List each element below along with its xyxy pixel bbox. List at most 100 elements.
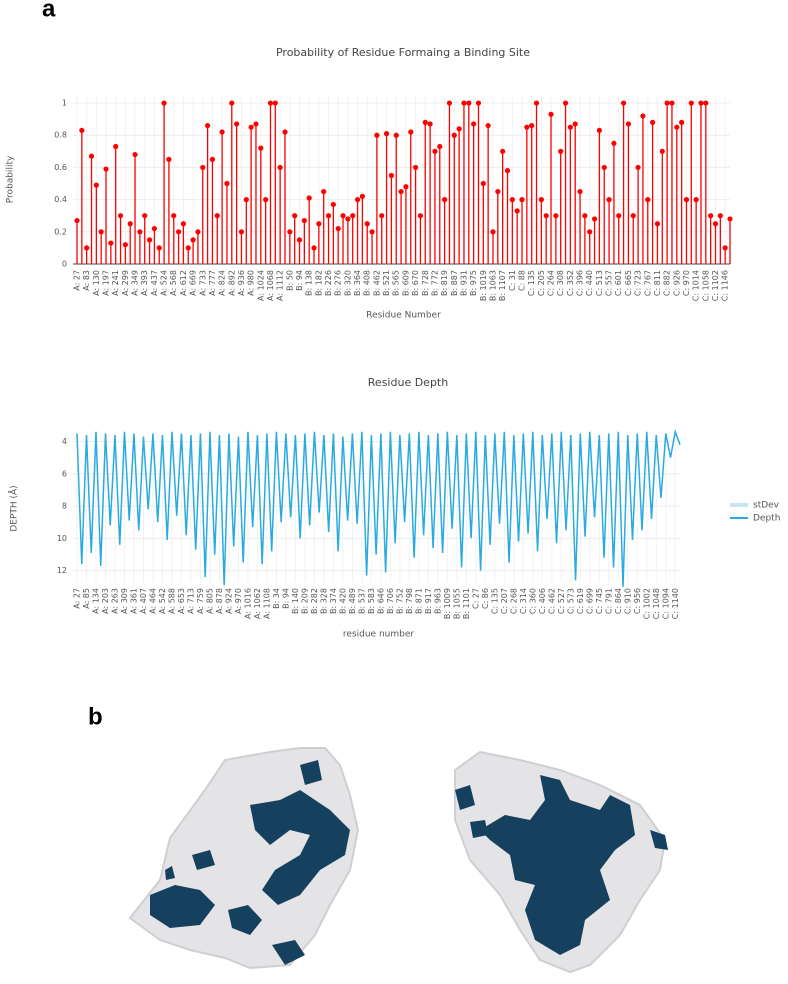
x-tick-label: A: 197 bbox=[102, 270, 111, 296]
x-axis-label: Residue Number bbox=[366, 311, 441, 321]
x-tick-label: B: 752 bbox=[395, 588, 404, 614]
point bbox=[113, 143, 119, 150]
x-tick-label: A: 524 bbox=[160, 270, 169, 296]
point bbox=[529, 122, 535, 129]
point bbox=[442, 197, 448, 203]
point bbox=[485, 122, 491, 129]
y-tick-label: 1 bbox=[62, 99, 67, 108]
x-tick-label: C: 699 bbox=[585, 588, 594, 614]
point bbox=[533, 100, 540, 106]
point bbox=[674, 124, 680, 130]
x-tick-label: B: 772 bbox=[430, 270, 439, 296]
point bbox=[514, 208, 520, 214]
point bbox=[214, 213, 220, 219]
point bbox=[311, 245, 317, 251]
point bbox=[161, 100, 167, 106]
point bbox=[500, 148, 506, 154]
x-tick-label: C: 88 bbox=[518, 270, 527, 291]
point bbox=[616, 213, 622, 219]
y-axis-label: DEPTH (Å) bbox=[8, 485, 20, 531]
point bbox=[553, 213, 559, 219]
x-tick-label: C: 956 bbox=[633, 588, 642, 614]
point bbox=[451, 132, 457, 138]
x-tick-label: B: 282 bbox=[310, 588, 319, 614]
x-tick-label: B: 931 bbox=[459, 270, 468, 296]
x-tick-label: B: 963 bbox=[433, 588, 442, 614]
x-tick-label: C: 527 bbox=[557, 588, 566, 614]
x-tick-label: B: 917 bbox=[424, 588, 433, 614]
point bbox=[277, 164, 283, 171]
y-tick-label: 0.6 bbox=[54, 163, 67, 172]
x-tick-label: C: 1140 bbox=[671, 588, 680, 619]
point bbox=[562, 100, 569, 106]
point bbox=[374, 132, 380, 138]
point bbox=[587, 229, 593, 235]
point bbox=[558, 148, 564, 154]
point bbox=[229, 100, 235, 106]
y-axis-label: Probability bbox=[6, 155, 16, 203]
x-tick-label: B: 609 bbox=[401, 270, 410, 296]
point bbox=[466, 100, 472, 106]
x-tick-label: A: 733 bbox=[198, 270, 207, 296]
x-tick-label: C: 135 bbox=[490, 588, 499, 614]
point bbox=[142, 213, 148, 219]
point bbox=[683, 197, 690, 203]
x-tick-label: C: 86 bbox=[481, 588, 490, 609]
point bbox=[606, 197, 612, 203]
x-tick-label: B: 34 bbox=[272, 588, 281, 609]
point bbox=[577, 188, 583, 195]
x-tick-label: B: 226 bbox=[324, 270, 333, 296]
chart-title: Residue Depth bbox=[368, 376, 448, 389]
point bbox=[185, 245, 191, 251]
x-tick-label: B: 138 bbox=[305, 270, 314, 296]
point bbox=[703, 100, 709, 106]
x-tick-label: B: 50 bbox=[285, 270, 294, 291]
x-tick-label: C: 1094 bbox=[661, 588, 670, 619]
x-tick-label: B: 583 bbox=[367, 588, 376, 614]
x-tick-label: A: 83 bbox=[82, 270, 91, 291]
point bbox=[654, 221, 661, 227]
x-tick-label: B: 887 bbox=[450, 270, 459, 296]
point bbox=[712, 221, 719, 227]
x-tick-label: B: 670 bbox=[411, 270, 420, 296]
point bbox=[190, 237, 196, 243]
point bbox=[248, 124, 254, 130]
x-tick-label: A: 203 bbox=[101, 588, 110, 614]
point bbox=[679, 119, 685, 125]
point bbox=[325, 213, 332, 219]
point bbox=[717, 213, 723, 219]
point bbox=[698, 100, 704, 106]
x-tick-label: B: 706 bbox=[386, 588, 395, 614]
x-tick-label: A: 878 bbox=[215, 588, 224, 614]
y-tick-label: 0.2 bbox=[54, 227, 67, 236]
point bbox=[84, 245, 90, 251]
x-tick-label: C: 513 bbox=[595, 270, 604, 296]
x-tick-label: A: 309 bbox=[120, 588, 129, 614]
x-tick-label: C: 882 bbox=[663, 270, 672, 296]
point bbox=[422, 119, 428, 125]
x-tick-label: A: 134 bbox=[91, 588, 100, 614]
x-tick-label: C: 1014 bbox=[692, 270, 701, 301]
panel-label: a bbox=[42, 0, 56, 22]
x-tick-label: B: 408 bbox=[363, 270, 372, 296]
point bbox=[335, 225, 341, 232]
x-tick-label: C: 619 bbox=[576, 588, 585, 614]
x-tick-label: C: 926 bbox=[672, 270, 681, 296]
point bbox=[171, 213, 177, 219]
point bbox=[398, 188, 404, 195]
point bbox=[122, 242, 128, 248]
point bbox=[156, 245, 162, 251]
point bbox=[340, 213, 346, 219]
x-tick-label: A: 1068 bbox=[266, 270, 275, 301]
x-tick-label: A: 27 bbox=[73, 588, 82, 609]
x-tick-label: B: 489 bbox=[348, 588, 357, 614]
point bbox=[393, 132, 399, 138]
x-tick-label: A: 263 bbox=[110, 588, 119, 614]
point bbox=[509, 197, 515, 203]
x-tick-label: A: 1062 bbox=[253, 588, 262, 619]
point bbox=[591, 216, 598, 222]
x-tick-label: B: 209 bbox=[300, 588, 309, 614]
x-tick-label: B: 182 bbox=[314, 270, 323, 296]
point bbox=[693, 197, 699, 203]
